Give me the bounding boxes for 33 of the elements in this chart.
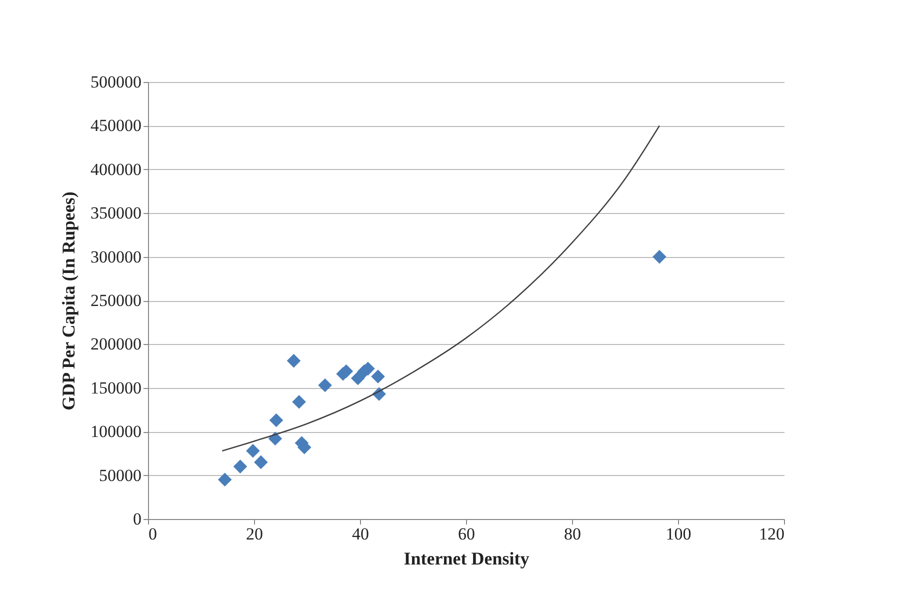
- point: [652, 250, 666, 264]
- y-tick-label: 250000: [90, 291, 142, 310]
- point: [371, 370, 385, 384]
- x-tick-label: 0: [148, 524, 157, 544]
- x-tick-label: 100: [666, 524, 692, 544]
- point: [350, 371, 365, 386]
- point: [254, 455, 268, 470]
- line-series: [222, 125, 660, 452]
- point: [269, 413, 284, 428]
- x-tick-label: 60: [458, 524, 475, 544]
- point: [233, 460, 248, 474]
- y-tick-label: 50000: [99, 466, 142, 485]
- y-tick-label: 500000: [90, 72, 142, 92]
- y-tick-label: 400000: [90, 160, 142, 179]
- x-tick-label: 80: [564, 524, 581, 544]
- point: [292, 394, 306, 409]
- x-tick-label: 120: [759, 524, 784, 544]
- y-tick-label: 450000: [90, 116, 142, 136]
- x-tick-label: 20: [246, 524, 263, 544]
- point: [318, 378, 332, 392]
- point: [268, 432, 282, 446]
- y-axis-title: GDP Per Capita (In Rupees): [58, 192, 78, 410]
- x-axis-title: Internet Density: [404, 548, 530, 568]
- point: [218, 472, 232, 487]
- y-tick-label: 200000: [90, 334, 142, 354]
- x-tick-label: 40: [352, 524, 369, 544]
- y-tick-label: 0: [133, 510, 142, 528]
- point: [246, 444, 260, 458]
- y-tick-label: 150000: [90, 378, 142, 398]
- point: [286, 354, 301, 368]
- y-tick-label: 100000: [90, 422, 142, 442]
- y-tick-label: 300000: [90, 247, 142, 266]
- y-tick-label: 350000: [90, 204, 142, 223]
